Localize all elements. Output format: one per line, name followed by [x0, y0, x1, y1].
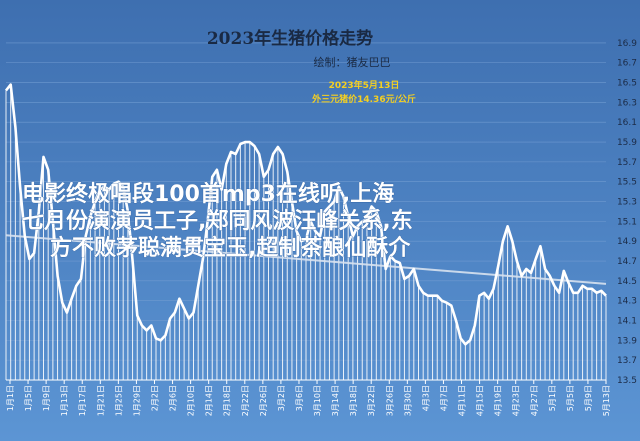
y-tick-label: 15.9 [617, 138, 637, 148]
x-tick-label: 3月30日 [403, 385, 412, 416]
x-tick-label: 2月22日 [241, 385, 250, 416]
x-tick-label: 4月19日 [494, 385, 503, 416]
y-tick-label: 13.5 [617, 376, 637, 386]
y-tick-label: 16.9 [617, 39, 637, 49]
y-tick-label: 16.5 [617, 79, 637, 89]
y-tick-label: 15.7 [617, 158, 637, 168]
x-tick-label: 1月25日 [114, 385, 123, 416]
x-tick-label: 1月17日 [78, 385, 87, 416]
x-tick-label: 4月3日 [421, 385, 430, 411]
y-tick-label: 15.3 [617, 198, 637, 208]
y-tick-label: 14.9 [617, 237, 637, 247]
x-tick-label: 1月21日 [96, 385, 105, 416]
x-tick-label: 4月11日 [458, 385, 467, 416]
x-tick-label: 2月2日 [150, 385, 159, 411]
x-tick-label: 1月13日 [60, 385, 69, 416]
y-tick-label: 16.3 [617, 98, 637, 108]
grid-lines [6, 42, 606, 381]
overlay-text-line-2: 七月份演演员工子,郑同风波汪峰关系,东 [22, 208, 413, 234]
x-axis: 1月1日 1月5日 1月9日 1月13日 1月17日 1月21日 1月25日 1月29日 2月2… [6, 379, 611, 416]
overlay-text-line-3: 方不败茅聪满贯宝玉,超制茶酿仙酥介 [50, 235, 411, 261]
annotation-date: 2023年5月13日 [329, 79, 400, 91]
x-tick-label: 3月22日 [367, 385, 376, 416]
y-tick-label: 16.7 [617, 59, 637, 69]
x-tick-label: 2月18日 [223, 385, 232, 416]
y-tick-label: 14.5 [617, 277, 637, 287]
x-tick-label: 1月29日 [132, 385, 141, 416]
y-tick-label: 14.1 [617, 317, 637, 327]
y-tick-label: 13.9 [617, 336, 637, 346]
x-tick-label: 3月18日 [349, 385, 358, 416]
x-tick-label: 3月26日 [385, 385, 394, 416]
x-tick-label: 3月10日 [313, 385, 322, 416]
overlay-text-line-1: 电影终极唱段100首mp3在线听,上海 [22, 181, 394, 207]
chart-subtitle: 绘制：猪友巴巴 [314, 55, 391, 69]
y-axis: 13.5 13.7 13.9 14.1 14.3 14.5 14.7 14.9 15.1 15.3… [617, 39, 637, 386]
x-tick-label: 3月2日 [277, 385, 286, 411]
x-tick-label: 4月23日 [512, 385, 521, 416]
y-tick-label: 15.5 [617, 178, 637, 188]
chart-title: 2023年生猪价格走势 [207, 28, 373, 49]
y-tick-label: 14.7 [617, 257, 637, 267]
x-tick-label: 2月26日 [259, 385, 268, 416]
annotation-price: 外三元猪价14.36元/公斤 [311, 93, 416, 105]
y-tick-label: 14.3 [617, 297, 637, 307]
x-tick-label: 2月6日 [169, 385, 178, 411]
x-tick-label: 3月14日 [331, 385, 340, 416]
y-tick-label: 15.1 [617, 217, 637, 227]
trend-line [5, 234, 607, 285]
y-tick-label: 13.7 [617, 356, 637, 366]
x-tick-label: 4月27日 [530, 385, 539, 416]
x-tick-label: 1月5日 [24, 385, 33, 411]
x-tick-label: 1月9日 [42, 385, 51, 411]
x-tick-label: 3月6日 [295, 385, 304, 411]
x-tick-label: 2月10日 [187, 385, 196, 416]
x-tick-label: 5月13日 [602, 385, 611, 416]
x-tick-label: 4月15日 [476, 385, 485, 416]
y-tick-label: 16.1 [617, 118, 637, 128]
price-line [4, 83, 607, 346]
x-tick-label: 5月9日 [584, 385, 593, 411]
x-tick-label: 5月1日 [548, 385, 557, 411]
x-tick-label: 2月14日 [205, 385, 214, 416]
price-area-bars [5, 84, 607, 380]
x-tick-label: 1月1日 [6, 385, 15, 411]
x-tick-label: 4月7日 [439, 385, 448, 411]
x-tick-label: 5月5日 [566, 385, 575, 411]
